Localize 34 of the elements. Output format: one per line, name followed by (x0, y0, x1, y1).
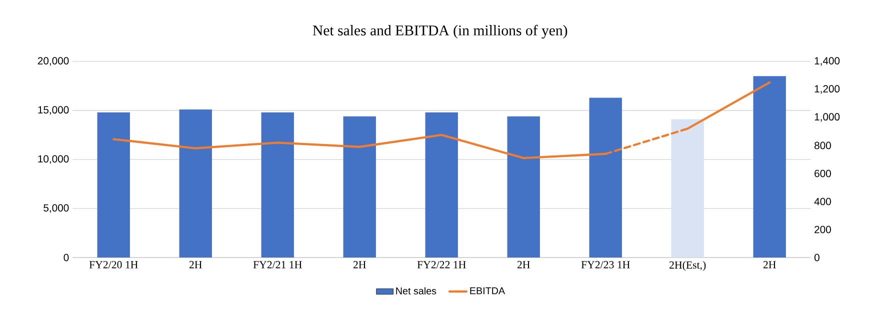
y-tick-label: 15,000 (38, 106, 69, 115)
x-tick-label: FY2/21 1H (253, 261, 302, 268)
x-tick-label: 2H (189, 261, 202, 268)
bar (507, 116, 540, 258)
y-tick-label: 0 (64, 254, 69, 262)
bar (343, 116, 376, 258)
y-tick-label: 10,000 (38, 155, 69, 164)
bar (261, 112, 294, 258)
y2-tick-label: 1,000 (814, 113, 840, 122)
x-tick-label: FY2/23 1H (581, 261, 630, 268)
bar (425, 112, 458, 258)
y2-tick-label: 1,200 (814, 85, 840, 94)
x-tick-label: 2H(Est,) (670, 261, 706, 271)
x-tick-label: 2H (353, 261, 366, 268)
bar (671, 119, 704, 258)
chart-title: Net sales and EBITDA (in millions of yen) (312, 24, 568, 39)
y2-tick-label: 1,400 (814, 57, 840, 66)
legend-label: Net sales (396, 287, 436, 295)
y-tick-label: 20,000 (38, 57, 69, 66)
y2-tick-label: 600 (814, 170, 831, 178)
y2-tick-label: 0 (814, 254, 820, 262)
bar (97, 112, 130, 258)
x-tick-label: FY2/20 1H (89, 261, 138, 268)
y2-tick-label: 200 (814, 226, 831, 234)
x-tick-label: 2H (517, 261, 530, 268)
x-tick-label: FY2/22 1H (417, 261, 466, 268)
y2-tick-label: 800 (814, 142, 831, 150)
bar (753, 76, 786, 258)
y2-tick-label: 400 (814, 198, 831, 206)
bar (179, 110, 212, 258)
legend-label: EBITDA (470, 287, 506, 294)
y-tick-label: 5,000 (44, 204, 69, 213)
bar (589, 98, 622, 258)
x-tick-label: 2H (763, 261, 776, 268)
